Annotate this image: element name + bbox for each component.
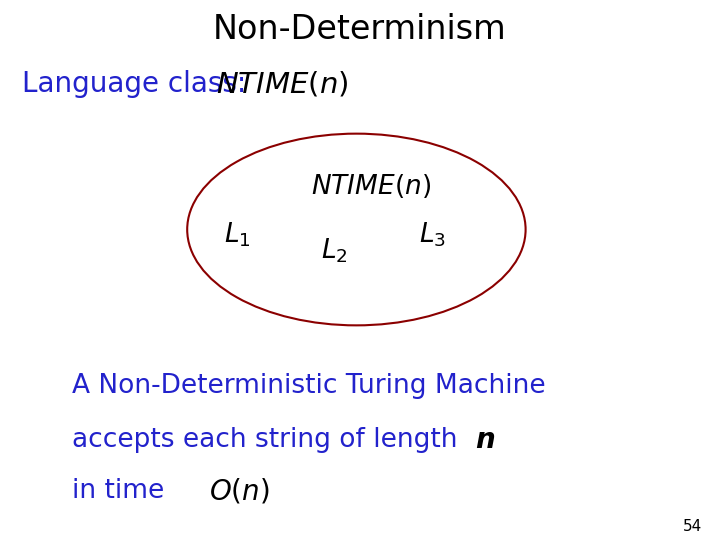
Text: $\boldsymbol{n}$: $\boldsymbol{n}$ <box>475 426 495 454</box>
Text: $\mathit{NTIME}(n)$: $\mathit{NTIME}(n)$ <box>216 69 348 98</box>
Text: 54: 54 <box>683 518 702 534</box>
Text: accepts each string of length: accepts each string of length <box>72 427 457 453</box>
Text: $L_2$: $L_2$ <box>321 237 348 265</box>
Text: A Non-Deterministic Turing Machine: A Non-Deterministic Turing Machine <box>72 373 546 399</box>
Text: Non-Determinism: Non-Determinism <box>213 13 507 46</box>
Text: in time: in time <box>72 478 164 504</box>
Text: $L_3$: $L_3$ <box>418 221 446 249</box>
Text: Language class:: Language class: <box>22 70 246 98</box>
Text: $\mathit{NTIME}(n)$: $\mathit{NTIME}(n)$ <box>311 172 431 200</box>
Text: $L_1$: $L_1$ <box>224 221 251 249</box>
Text: $\mathit{O}(n)$: $\mathit{O}(n)$ <box>209 477 269 506</box>
